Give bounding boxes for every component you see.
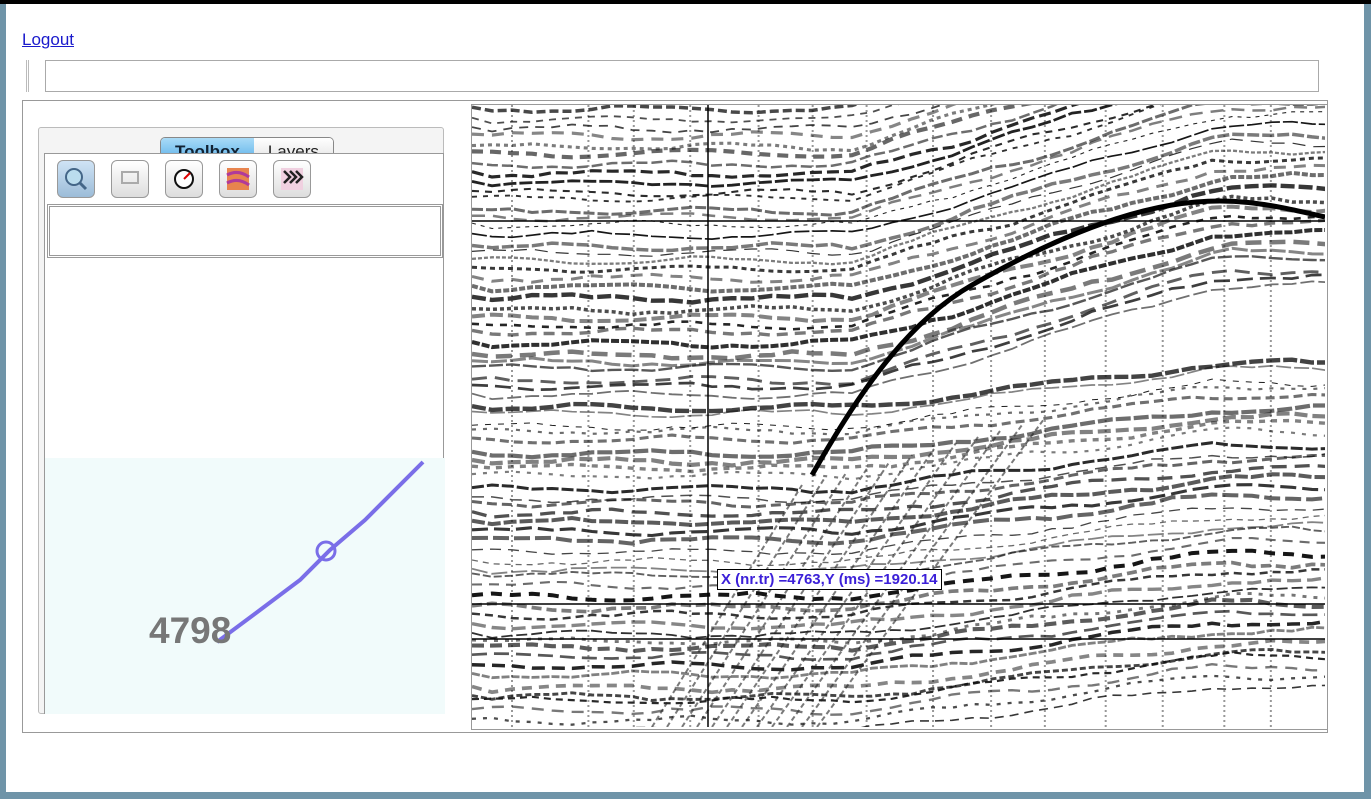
address-input[interactable] <box>45 60 1319 92</box>
reflector <box>472 366 1325 417</box>
icon <box>166 161 202 197</box>
animate-tool[interactable] <box>273 160 311 198</box>
icon <box>58 161 94 197</box>
icon <box>112 161 148 197</box>
icon <box>274 161 310 197</box>
reflector <box>472 105 1325 113</box>
gauge-tool[interactable] <box>165 160 203 198</box>
position-marker <box>317 542 335 560</box>
zoom-tool[interactable] <box>57 160 95 198</box>
main-panel: Toolbox Layers 4798 X (nr.tr) =4763,Y (m… <box>22 100 1328 733</box>
seismic-section <box>472 105 1325 727</box>
logout-link[interactable]: Logout <box>22 30 74 50</box>
toolbox: 4798 <box>44 153 444 714</box>
window-frame: Logout Toolbox Layers 4798 X (nr.tr) =47… <box>0 0 1371 799</box>
reflector <box>472 134 1325 250</box>
survey-line <box>217 462 423 642</box>
reflector <box>472 105 1325 186</box>
colormap-tool[interactable] <box>219 160 257 198</box>
reflector <box>472 105 1325 133</box>
seismic-viewer: X (nr.tr) =4763,Y (ms) =1920.14 <box>471 104 1328 730</box>
trace-label: 4798 <box>149 610 231 652</box>
comment-tool[interactable] <box>111 160 149 198</box>
tool-text-area[interactable] <box>47 204 443 258</box>
map-graphic <box>45 458 445 714</box>
icon <box>220 161 256 197</box>
reflector <box>472 395 1325 444</box>
address-bar <box>26 60 1319 92</box>
reflector <box>472 664 1325 715</box>
reflector <box>472 620 1325 670</box>
reflector <box>472 627 1325 678</box>
location-map: 4798 <box>45 458 445 714</box>
cursor-readout: X (nr.tr) =4763,Y (ms) =1920.14 <box>717 569 942 590</box>
page: Logout Toolbox Layers 4798 X (nr.tr) =47… <box>6 4 1364 792</box>
